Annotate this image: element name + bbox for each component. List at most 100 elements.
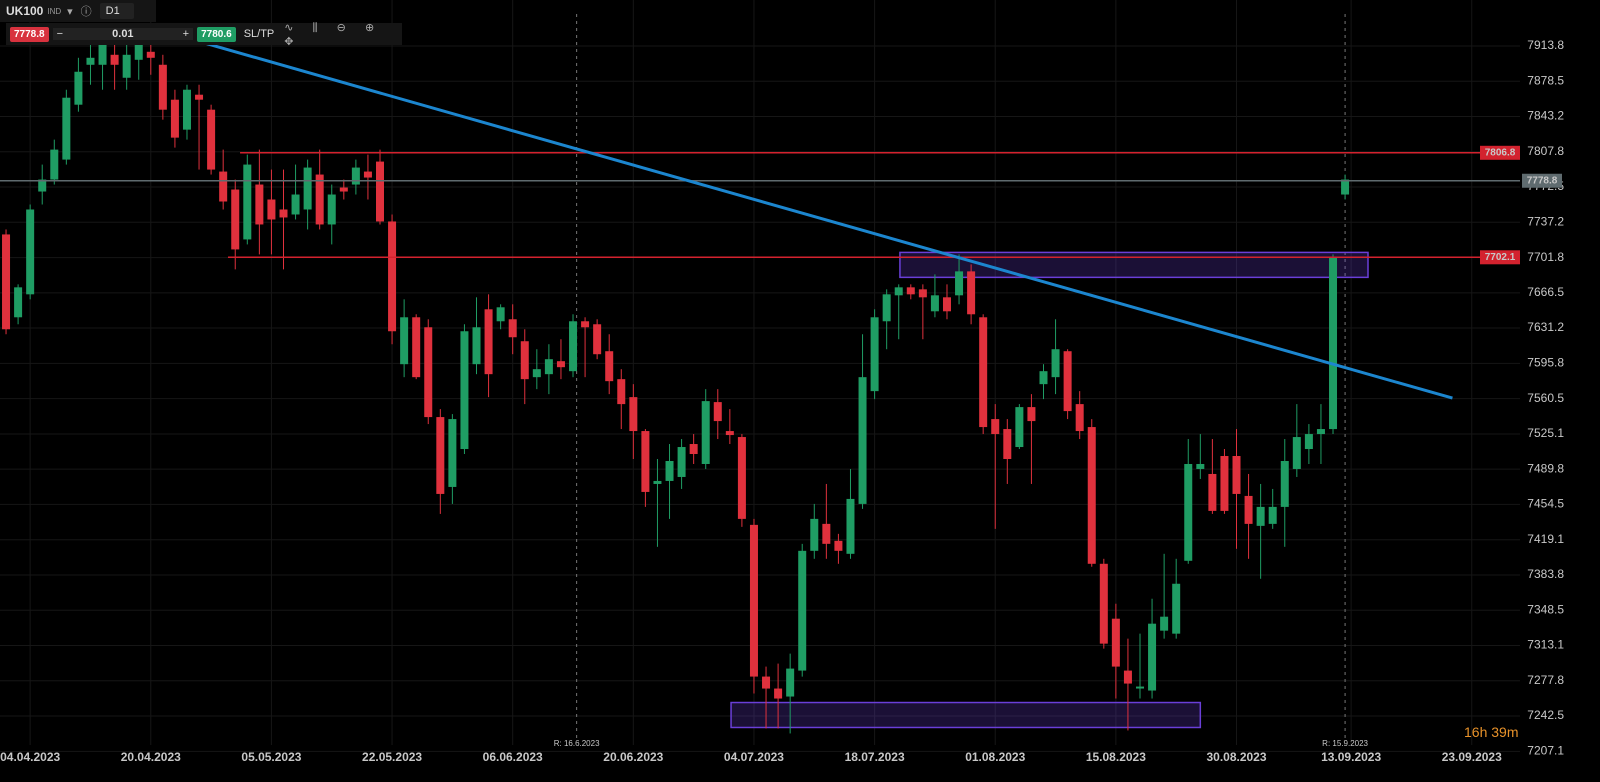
candle-body — [412, 317, 421, 378]
y-tick-label: 7383.8 — [1527, 567, 1564, 581]
timeframe[interactable]: D1 — [99, 3, 134, 19]
volume-box: − 0.01 + — [52, 28, 194, 40]
period-label: R: 15.9.2023 — [1322, 739, 1368, 748]
candle-body — [448, 419, 457, 487]
price-tag-label: 7806.8 — [1485, 147, 1516, 158]
buy-button[interactable]: 7780.6 — [197, 26, 236, 42]
candle-body — [677, 447, 686, 477]
candle-body — [1232, 456, 1241, 494]
x-tick-label: 18.07.2023 — [845, 750, 905, 764]
candle-body — [918, 289, 927, 298]
candle-body — [327, 194, 336, 225]
y-tick-label: 7454.5 — [1527, 497, 1564, 511]
minus[interactable]: − — [56, 28, 64, 40]
x-tick-label: 06.06.2023 — [483, 750, 543, 764]
y-tick-label: 7843.2 — [1527, 109, 1564, 123]
candle-body — [351, 167, 360, 185]
candle-body — [798, 550, 807, 671]
candle-body — [1268, 506, 1277, 524]
y-tick-label: 7737.2 — [1527, 214, 1564, 228]
trend-line — [199, 40, 1453, 400]
y-tick-label: 7489.8 — [1527, 461, 1564, 475]
candle-body — [182, 89, 191, 130]
candle-body — [882, 294, 891, 322]
y-tick-label: 7419.1 — [1527, 532, 1564, 546]
candle-body — [376, 161, 384, 222]
volume[interactable]: 0.01 — [112, 28, 134, 40]
y-tick-label: 7807.8 — [1527, 144, 1564, 158]
x-tick-label: 13.09.2023 — [1321, 750, 1381, 764]
candle-body — [1280, 460, 1289, 507]
zone — [730, 701, 1202, 729]
candle-body — [1111, 618, 1120, 667]
y-tick-label: 7525.1 — [1527, 426, 1564, 440]
candle-body — [955, 271, 964, 296]
plus[interactable]: + — [182, 28, 190, 40]
period-label: R: 16.6.2023 — [554, 739, 600, 748]
candle-body — [725, 431, 734, 436]
candle-body — [653, 480, 662, 484]
candle-body — [846, 498, 855, 554]
candle-body — [1015, 407, 1024, 448]
candle-body — [279, 209, 288, 218]
candle-body — [605, 351, 614, 382]
countdown: 16h 39m — [1464, 724, 1519, 740]
x-tick-label: 23.09.2023 — [1442, 750, 1502, 764]
y-tick-label: 7207.1 — [1527, 743, 1564, 757]
candle-body — [158, 64, 167, 110]
candle-body — [496, 307, 505, 322]
candle-body — [1329, 257, 1338, 430]
candle-body — [822, 523, 831, 544]
candle-body — [291, 194, 300, 215]
candle-body — [894, 287, 903, 296]
candle-body — [243, 164, 252, 240]
candle-body — [195, 94, 204, 100]
sltp-button[interactable]: SL/TP — [243, 28, 275, 40]
candle-body — [1196, 463, 1205, 469]
candle-body — [520, 341, 529, 380]
chart-tools[interactable]: ∿ ⫼ ⊖ ⊕ ✥ — [284, 21, 383, 48]
candle-body — [749, 524, 758, 677]
candle-body — [544, 359, 553, 375]
symbol[interactable]: UK100 — [6, 4, 44, 18]
candle-body — [1075, 404, 1084, 432]
candle-body — [930, 295, 939, 312]
price-tag — [1522, 173, 1562, 188]
candle-body — [339, 187, 348, 192]
candle-body — [1244, 495, 1253, 524]
candle-body — [98, 44, 107, 65]
candle-body — [1039, 371, 1048, 385]
candle-body — [50, 149, 59, 180]
candle-body — [713, 402, 722, 422]
candle-body — [472, 327, 481, 365]
candle-body — [641, 431, 650, 492]
price-tag-label: 7702.1 — [1485, 252, 1516, 263]
candle-body — [1341, 179, 1350, 195]
candle-body — [1256, 506, 1265, 526]
candle-body — [689, 444, 698, 455]
y-tick-label: 7595.8 — [1527, 356, 1564, 370]
candle-body — [110, 54, 119, 65]
candle-body — [617, 379, 626, 405]
candle-body — [1184, 463, 1193, 561]
info-icon[interactable]: ⓘ — [80, 6, 92, 18]
x-tick-label: 04.04.2023 — [0, 750, 60, 764]
x-tick-label: 01.08.2023 — [965, 750, 1025, 764]
candle-body — [1160, 616, 1169, 631]
x-tick-label: 22.05.2023 — [362, 750, 422, 764]
candle-body — [1003, 429, 1012, 459]
candle-body — [508, 319, 517, 338]
sell-button[interactable]: 7778.8 — [10, 26, 49, 42]
x-tick-label: 04.07.2023 — [724, 750, 784, 764]
candle-body — [991, 419, 1000, 435]
y-tick-label: 7348.5 — [1527, 602, 1564, 616]
candle-body — [122, 54, 131, 78]
candle-body — [1208, 473, 1217, 511]
order-bar: 7778.8 − 0.01 + 7780.6 SL/TP ∿ ⫼ ⊖ ⊕ ✥ — [6, 21, 402, 48]
dropdown-arrow[interactable]: ▾ — [67, 5, 73, 18]
candle-body — [942, 297, 951, 312]
candle-body — [593, 324, 602, 355]
candle-body — [858, 377, 867, 504]
y-tick-label: 7666.5 — [1527, 285, 1564, 299]
